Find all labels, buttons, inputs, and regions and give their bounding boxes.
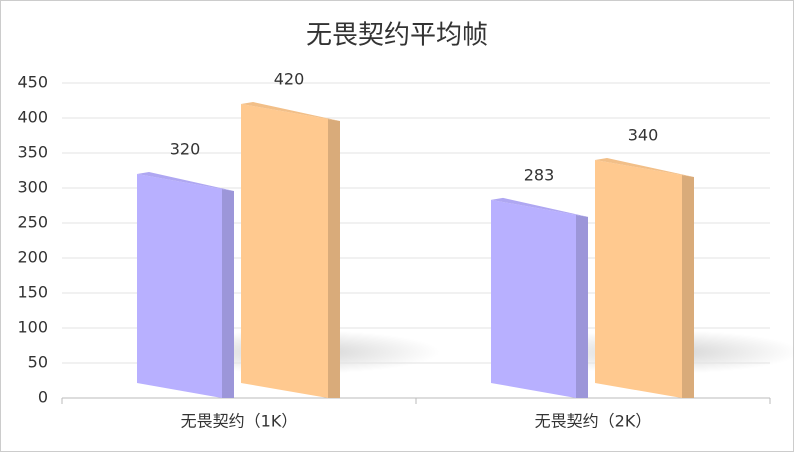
bar (491, 199, 576, 398)
bar-top (595, 158, 694, 177)
y-tick-label: 350 (17, 143, 48, 162)
y-tick-label: 250 (17, 213, 48, 232)
y-tick-label: 400 (17, 108, 48, 127)
y-tick-label: 100 (17, 318, 48, 337)
y-tick-label: 150 (17, 283, 48, 302)
y-tick-label: 200 (17, 248, 48, 267)
bar-top (491, 197, 588, 217)
chart-title: 无畏契约平均帧 (306, 21, 488, 51)
bar (595, 160, 682, 398)
bar (137, 174, 222, 398)
data-label: 283 (524, 165, 555, 184)
data-label: 420 (274, 70, 305, 89)
y-tick-label: 300 (17, 178, 48, 197)
x-tick-label: 无畏契约（2K） (535, 412, 652, 431)
y-tick-label: 0 (38, 388, 48, 407)
bar-side (682, 175, 694, 398)
y-tick-label: 450 (17, 73, 48, 92)
bar-top (241, 102, 340, 121)
bar-side (328, 119, 340, 398)
y-tick-label: 50 (28, 353, 48, 372)
bar-side (222, 189, 234, 398)
x-tick-label: 无畏契约（1K） (181, 412, 298, 431)
bar (241, 104, 328, 398)
bar-top (137, 172, 234, 191)
bar-side (576, 214, 588, 398)
data-label: 320 (170, 140, 201, 159)
data-label: 340 (628, 126, 659, 145)
